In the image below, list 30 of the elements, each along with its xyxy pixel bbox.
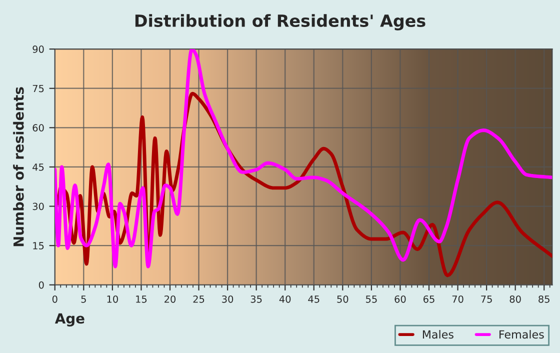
x-axis-title: Age (54, 313, 84, 326)
y-tick-label: 0 (38, 281, 44, 289)
y-tick-label: 60 (32, 124, 44, 132)
x-tick-label: 50 (337, 295, 348, 303)
x-tick-label: 15 (136, 296, 147, 303)
x-tick-label: 65 (423, 295, 434, 303)
x-tick-label: 25 (193, 295, 204, 303)
x-tick-label: 80 (510, 295, 521, 303)
legend-label: Females (500, 330, 544, 339)
x-tick-label: 10 (107, 295, 118, 303)
chart-title: Distribution of Residents' Ages (135, 14, 426, 30)
x-tick-label: 60 (394, 295, 406, 303)
x-tick-label: 20 (164, 295, 176, 303)
y-tick-label: 30 (32, 202, 44, 210)
legend-label: Males (422, 330, 454, 339)
x-tick-label: 45 (308, 296, 320, 303)
y-tick-label: 75 (32, 84, 44, 92)
y-tick-label: 90 (32, 46, 44, 53)
x-tick-label: 75 (481, 296, 492, 303)
x-tick-label: 40 (279, 295, 291, 303)
y-tick-label: 45 (32, 164, 44, 171)
x-tick-label: 55 (366, 296, 377, 303)
x-tick-label: 0 (52, 295, 58, 303)
x-tick-label: 35 (250, 295, 262, 303)
x-tick-label: 70 (452, 295, 464, 303)
y-axis-title: Number of residents (13, 87, 24, 246)
y-tick-label: 15 (33, 242, 44, 250)
x-tick-label: 5 (81, 296, 86, 303)
x-tick-label: 85 (538, 295, 550, 303)
x-tick-label: 30 (222, 295, 234, 303)
